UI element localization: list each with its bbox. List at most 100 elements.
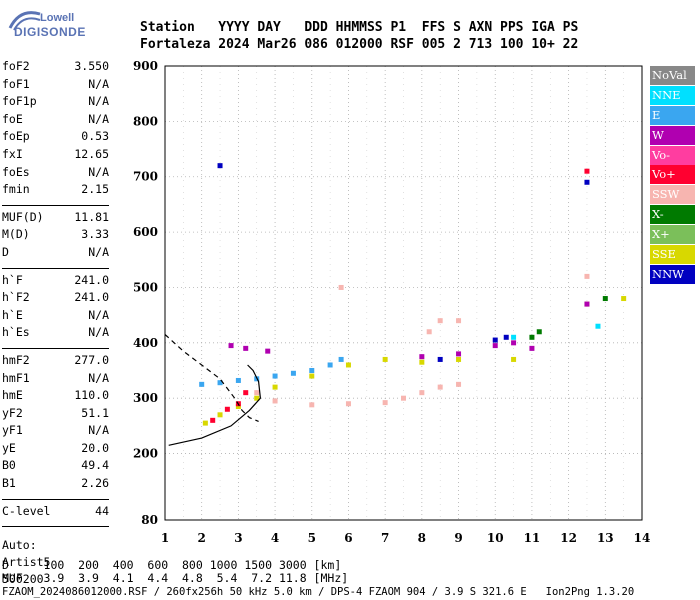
data-point bbox=[217, 163, 223, 169]
param-value: N/A bbox=[88, 423, 109, 438]
param-name: hmF1 bbox=[2, 370, 30, 385]
param-value: N/A bbox=[88, 244, 109, 259]
data-point bbox=[584, 179, 590, 185]
param-value: 11.81 bbox=[74, 209, 109, 224]
param-row: yF2 51.1 bbox=[2, 405, 109, 423]
data-point bbox=[228, 343, 234, 349]
data-point bbox=[536, 329, 542, 335]
data-point bbox=[621, 296, 627, 302]
y-tick-label: 800 bbox=[133, 114, 158, 128]
param-name: MUF(D) bbox=[2, 209, 44, 224]
data-point bbox=[243, 390, 249, 396]
param-row: MUF(D) 11.81 bbox=[2, 209, 109, 227]
param-row: h`F 241.0 bbox=[2, 272, 109, 290]
param-row: fmin 2.15 bbox=[2, 181, 109, 199]
param-row: h`Es N/A bbox=[2, 324, 109, 342]
y-tick-label: 80 bbox=[141, 513, 158, 527]
legend-item: NoVal bbox=[650, 66, 695, 85]
data-point bbox=[338, 356, 344, 362]
data-point bbox=[382, 400, 388, 406]
x-tick-label: 12 bbox=[560, 531, 577, 545]
param-value: N/A bbox=[88, 94, 109, 109]
data-point bbox=[290, 370, 296, 376]
param-value: 277.0 bbox=[74, 352, 109, 367]
param-name: C-level bbox=[2, 503, 51, 518]
param-row: C-level 44 bbox=[2, 503, 109, 521]
auto-artist: Artist5 bbox=[2, 555, 51, 569]
param-value: 51.1 bbox=[81, 405, 109, 420]
param-row: yE 20.0 bbox=[2, 440, 109, 458]
param-name: h`F2 bbox=[2, 290, 30, 305]
param-value: 20.0 bbox=[81, 440, 109, 455]
data-point bbox=[595, 323, 601, 329]
param-name: yE bbox=[2, 440, 16, 455]
y-tick-label: 300 bbox=[133, 391, 158, 405]
data-point bbox=[309, 402, 315, 408]
data-point bbox=[210, 417, 216, 423]
param-value: 110.0 bbox=[74, 388, 109, 403]
data-point bbox=[437, 318, 443, 324]
param-name: hmF2 bbox=[2, 352, 30, 367]
param-row: foF2 3.550 bbox=[2, 58, 109, 76]
data-point bbox=[265, 348, 271, 354]
data-point bbox=[419, 359, 425, 365]
param-value: N/A bbox=[88, 76, 109, 91]
data-point bbox=[511, 340, 517, 346]
data-point bbox=[492, 343, 498, 349]
x-tick-label: 13 bbox=[597, 531, 614, 545]
x-tick-label: 10 bbox=[487, 531, 504, 545]
legend-item: W bbox=[650, 125, 695, 145]
param-row: foEp 0.53 bbox=[2, 128, 109, 146]
param-row: foE N/A bbox=[2, 111, 109, 129]
x-tick-label: 9 bbox=[454, 531, 462, 545]
data-point bbox=[456, 356, 462, 362]
data-point bbox=[243, 345, 249, 351]
data-point bbox=[382, 356, 388, 362]
param-divider bbox=[2, 262, 109, 269]
legend-item: X+ bbox=[650, 225, 695, 245]
data-point bbox=[456, 351, 462, 357]
data-point bbox=[419, 390, 425, 396]
data-point bbox=[529, 334, 535, 340]
param-name: h`E bbox=[2, 307, 23, 322]
logo-lowell: Lowell bbox=[40, 12, 75, 24]
param-name: foE bbox=[2, 111, 23, 126]
data-point bbox=[254, 395, 260, 401]
data-point bbox=[492, 337, 498, 343]
param-name: foEs bbox=[2, 164, 30, 179]
auto-version: 500200 bbox=[2, 572, 44, 586]
param-row: B0 49.4 bbox=[2, 457, 109, 475]
param-name: B1 bbox=[2, 476, 16, 491]
data-point bbox=[199, 381, 205, 387]
data-point bbox=[327, 362, 333, 368]
param-value: 3.550 bbox=[74, 59, 109, 73]
footer-distance: D 100 200 400 600 800 1000 1500 3000 [km… bbox=[2, 558, 342, 572]
param-value: 0.53 bbox=[81, 129, 109, 144]
param-value: N/A bbox=[88, 164, 109, 179]
header-values: Fortaleza 2024 Mar26 086 012000 RSF 005 … bbox=[140, 37, 579, 52]
x-tick-label: 2 bbox=[198, 531, 206, 545]
legend: NoVal NNE E W Vo- Vo+ SSW X- X+ SSE NNW bbox=[650, 66, 695, 285]
logo-digisonde: DIGISONDE bbox=[14, 25, 86, 39]
data-point bbox=[584, 168, 590, 174]
parameter-panel: foF2 3.550 foF1 N/A foF1p N/A foE N/A foEp 0.53 fx… bbox=[2, 58, 109, 530]
param-divider bbox=[2, 493, 109, 500]
param-name: D bbox=[2, 244, 9, 259]
param-value: N/A bbox=[88, 307, 109, 322]
legend-item: NNW bbox=[650, 264, 695, 284]
data-point bbox=[345, 362, 351, 368]
data-point bbox=[503, 334, 509, 340]
x-tick-label: 14 bbox=[634, 531, 651, 545]
param-name: B0 bbox=[2, 458, 16, 473]
data-point bbox=[602, 296, 608, 302]
param-name: hmE bbox=[2, 388, 23, 403]
data-point bbox=[202, 420, 208, 426]
param-value: N/A bbox=[88, 325, 109, 340]
legend-item: SSE bbox=[650, 245, 695, 265]
data-point bbox=[419, 354, 425, 360]
header-labels: Station YYYY DAY DDD HHMMSS P1 FFS S AXN… bbox=[140, 20, 579, 35]
param-value: 241.0 bbox=[74, 272, 109, 287]
x-tick-label: 5 bbox=[308, 531, 316, 545]
data-point bbox=[511, 356, 517, 362]
param-value: 44 bbox=[95, 503, 109, 518]
